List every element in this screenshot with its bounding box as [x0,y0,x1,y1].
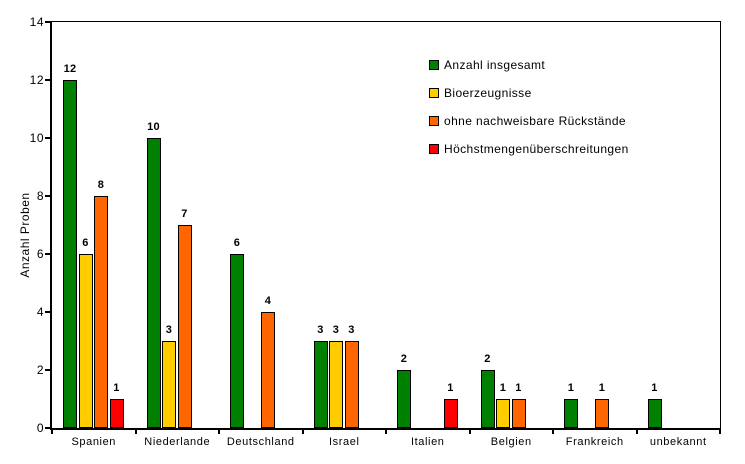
bar-value-label: 2 [400,353,408,365]
bar [230,254,244,428]
y-tick-mark [45,369,51,371]
legend-item: Höchstmengenüberschreitungen [429,135,629,163]
category-label: Israel [329,436,360,448]
y-tick-mark [45,427,51,429]
bar-value-label: 3 [332,324,340,336]
y-tick-label: 12 [29,73,44,87]
bar [261,312,275,428]
bar-value-label: 4 [264,295,272,307]
bar-value-label: 3 [317,324,324,336]
bar-value-label: 12 [63,63,77,75]
legend-label: Höchstmengenüberschreitungen [444,142,629,156]
category-label: Deutschland [226,436,295,448]
bar [146,138,161,428]
legend-swatch [429,144,439,154]
y-tick-mark [45,311,51,313]
y-tick-mark [45,195,51,197]
x-tick-mark [218,430,220,434]
x-tick-mark [552,430,554,434]
y-tick-label: 8 [36,189,44,203]
category-label: Niederlande [144,436,211,448]
bar [78,254,93,428]
bar-value-label: 6 [82,237,89,249]
bar [162,341,176,428]
y-tick-label: 6 [36,247,44,261]
category-label: Spanien [71,436,117,448]
bar-value-label: 10 [147,121,160,133]
bar-value-label: 1 [447,382,454,394]
bar-value-label: 1 [113,382,120,394]
y-tick-mark [45,253,51,255]
bar [94,196,108,428]
category-label: unbekannt [649,436,707,448]
y-tick-label: 10 [29,131,44,145]
bar [313,341,328,428]
y-tick-mark [45,137,51,139]
bar [344,341,359,428]
bar [63,80,77,428]
y-tick-mark [45,21,51,23]
legend-label: ohne nachweisbare Rückstände [444,114,626,128]
y-tick-label: 14 [29,15,44,29]
legend-item: Bioerzeugnisse [429,79,629,107]
category-label: Belgien [490,436,532,448]
bar-value-label: 8 [97,179,105,191]
bar [329,341,343,428]
x-tick-mark [719,430,721,434]
x-tick-mark [51,430,53,434]
bar-value-label: 1 [499,382,507,394]
category-label: Frankreich [565,436,624,448]
bar [564,399,578,428]
bar-value-label: 3 [165,324,173,336]
legend-label: Anzahl insgesamt [444,58,546,72]
bar [177,225,192,428]
bar-value-label: 2 [484,353,491,365]
bar [647,399,662,428]
legend: Anzahl insgesamt Bioerzeugnisse ohne nachw… [429,51,629,163]
x-tick-mark [635,430,638,434]
bar-value-label: 1 [651,382,658,394]
legend-swatch [429,88,439,98]
plot-area [50,21,721,430]
y-tick-label: 4 [36,305,44,319]
y-tick-mark [45,79,51,81]
y-tick-label: 0 [36,421,44,435]
legend-item: Anzahl insgesamt [429,51,629,79]
bar [511,399,526,428]
x-tick-mark [301,430,304,434]
category-label: Italien [410,436,445,448]
bar-value-label: 1 [567,382,575,394]
y-axis-title: Anzahl Proben [18,192,32,278]
bar-value-label: 6 [233,237,241,249]
bar [109,399,124,428]
legend-item: ohne nachweisbare Rückstände [429,107,629,135]
bar [397,370,411,428]
bar-value-label: 7 [181,208,188,220]
bar [480,370,495,428]
legend-swatch [429,116,439,126]
bar [443,399,458,428]
x-tick-mark [134,430,137,434]
y-tick-label: 2 [36,363,44,377]
bar [496,399,510,428]
bar [595,399,609,428]
x-tick-mark [385,430,387,434]
x-tick-mark [468,430,471,434]
legend-swatch [429,60,439,70]
bar-value-label: 3 [348,324,355,336]
bar-value-label: 1 [515,382,522,394]
bar-value-label: 1 [598,382,606,394]
legend-label: Bioerzeugnisse [444,86,532,100]
